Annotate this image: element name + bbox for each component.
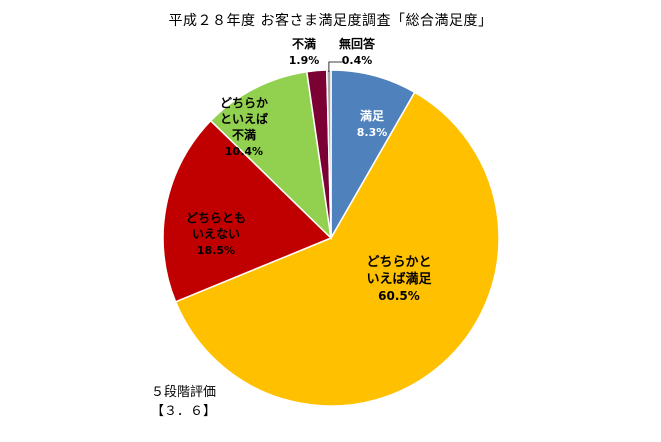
slice-category-text: どちらかと [366,255,431,270]
pie-slice-2 [174,91,500,407]
slice-label-2: どちらかといえば満足 60.5% [366,255,432,303]
slice-value-text: 8.3% [357,126,388,139]
slice-category-text: いえない [192,227,240,241]
slice-value-text: 0.4% [342,54,373,67]
slice-category-text: どちらとも [186,211,246,225]
rating-scale-label: ５段階評価 [151,385,217,400]
slice-value-text: 10.4% [225,145,263,158]
slice-category-text: 不満 [292,36,316,51]
slice-label-3: どちらともいえない 18.5% [186,211,246,257]
slice-label-1: 満足 8.3% [357,108,388,139]
slice-category-text: 不満 [232,127,256,142]
slice-category-text: どちらか [220,96,268,110]
slice-label-4: どちらかといえば不満 10.4% [220,96,268,158]
slice-category-text: 無回答 [339,36,376,51]
slice-category-text: といえば [220,111,268,126]
rating-average-value: 【３．６】 [151,404,217,419]
slice-value-text: 60.5% [378,289,420,303]
slice-value-text: 1.9% [289,54,320,67]
pie-slice-4 [209,70,333,241]
rating-note: ５段階評価 【３．６】 [151,383,216,421]
slice-label-5: 不満 1.9% [289,36,320,67]
slice-label-6: 無回答 0.4% [339,36,376,67]
leader-line-no-answer [328,61,345,72]
slice-category-text: いえば満足 [366,271,432,287]
slice-value-text: 18.5% [197,244,235,257]
pie-slice-3 [162,119,333,303]
pie-slice-1 [330,69,416,241]
slice-category-text: 満足 [360,108,384,123]
chart-title: 平成２８年度 お客さま満足度調査「総合満足度」 [168,13,493,29]
